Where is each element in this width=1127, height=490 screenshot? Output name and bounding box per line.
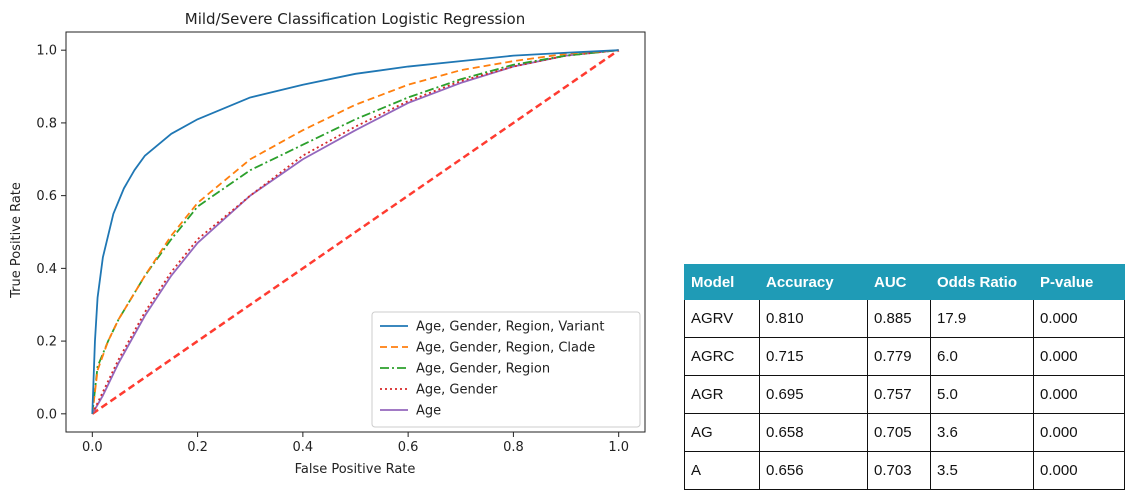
table-header-row: Model Accuracy AUC Odds Ratio P-value — [684, 264, 1125, 300]
table-cell: 0.000 — [1033, 413, 1125, 452]
table-body: AGRV 0.810 0.885 17.9 0.000 AGRC 0.715 0.779 6.0… — [684, 299, 1125, 490]
table-column-header: Accuracy — [759, 264, 868, 300]
x-tick-label: 1.0 — [608, 440, 629, 455]
legend-label: Age, Gender, Region, Variant — [416, 320, 604, 335]
x-tick-label: 0.0 — [82, 440, 103, 455]
table-cell: 5.0 — [930, 375, 1034, 414]
legend-box — [371, 311, 641, 428]
roc-chart: Mild/Severe Classification Logistic Regr… — [9, 10, 646, 477]
table-cell: 0.656 — [759, 451, 868, 490]
table-column-header: Model — [684, 264, 760, 300]
table-cell: 0.695 — [759, 375, 868, 414]
plot-frame — [65, 31, 646, 433]
series-line — [91, 49, 619, 414]
y-tick-label: 1.0 — [36, 44, 57, 59]
y-tick-label: 0.8 — [36, 116, 57, 131]
series-line — [91, 49, 619, 414]
table-column-header: P-value — [1033, 264, 1125, 300]
y-axis-label: True Positive Rate — [9, 182, 24, 299]
table-row: AGR 0.695 0.757 5.0 0.000 — [684, 375, 1125, 414]
table-cell: 6.0 — [930, 337, 1034, 376]
x-tick-label: 0.4 — [293, 440, 314, 455]
series-line — [91, 49, 619, 415]
metrics-table: Model Accuracy AUC Odds Ratio P-value AGRV 0.… — [684, 264, 1125, 490]
chart-title: Mild/Severe Classification Logistic Regr… — [185, 10, 525, 28]
table-cell: 0.810 — [759, 299, 868, 338]
legend-label: Age, Gender, Region — [416, 362, 550, 377]
table-cell: AGR — [684, 375, 760, 414]
table-cell: AG — [684, 413, 760, 452]
table-row: AGRV 0.810 0.885 17.9 0.000 — [684, 299, 1125, 338]
series-line — [91, 49, 619, 414]
table-cell: 17.9 — [930, 299, 1034, 338]
reference-diagonal-line — [91, 49, 620, 415]
table-cell: 3.5 — [930, 451, 1034, 490]
table-cell: A — [684, 451, 760, 490]
table-cell: 0.000 — [1033, 299, 1125, 338]
table-cell: 0.715 — [759, 337, 868, 376]
table-cell: 0.000 — [1033, 375, 1125, 414]
table-cell: 0.885 — [867, 299, 931, 338]
table-row: AG 0.658 0.705 3.6 0.000 — [684, 413, 1125, 452]
series-line — [91, 49, 619, 415]
x-axis-label: False Positive Rate — [295, 462, 416, 477]
y-tick-label: 0.2 — [36, 335, 57, 350]
roc-chart-svg: Mild/Severe Classification Logistic Regr… — [9, 10, 646, 477]
legend-label: Age — [416, 404, 441, 419]
y-tick-label: 0.6 — [36, 189, 57, 204]
y-tick-label: 0.0 — [36, 407, 57, 422]
legend: Age, Gender, Region, Variant Age, Gender,… — [371, 311, 641, 428]
x-tick-label: 0.6 — [398, 440, 419, 455]
table-row: AGRC 0.715 0.779 6.0 0.000 — [684, 337, 1125, 376]
table-row: A 0.656 0.703 3.5 0.000 — [684, 451, 1125, 490]
table-cell: 0.000 — [1033, 337, 1125, 376]
table-cell: 0.705 — [867, 413, 931, 452]
table-column-header: Odds Ratio — [930, 264, 1034, 300]
table-cell: 0.757 — [867, 375, 931, 414]
x-tick-label: 0.8 — [503, 440, 524, 455]
x-tick-label: 0.2 — [187, 440, 208, 455]
plot-area: 0.0 0.2 0.4 0.6 0.8 1.0 0.0 0.2 0.4 0.6 0.8 1.0 — [36, 31, 646, 455]
table-cell: 0.779 — [867, 337, 931, 376]
table-cell: 0.000 — [1033, 451, 1125, 490]
legend-label: Age, Gender, Region, Clade — [416, 341, 595, 356]
table-cell: 0.703 — [867, 451, 931, 490]
y-tick-label: 0.4 — [36, 262, 57, 277]
table-column-header: AUC — [867, 264, 931, 300]
table-cell: AGRV — [684, 299, 760, 338]
table-cell: 3.6 — [930, 413, 1034, 452]
table-cell: 0.658 — [759, 413, 868, 452]
legend-label: Age, Gender — [416, 383, 498, 398]
table-cell: AGRC — [684, 337, 760, 376]
